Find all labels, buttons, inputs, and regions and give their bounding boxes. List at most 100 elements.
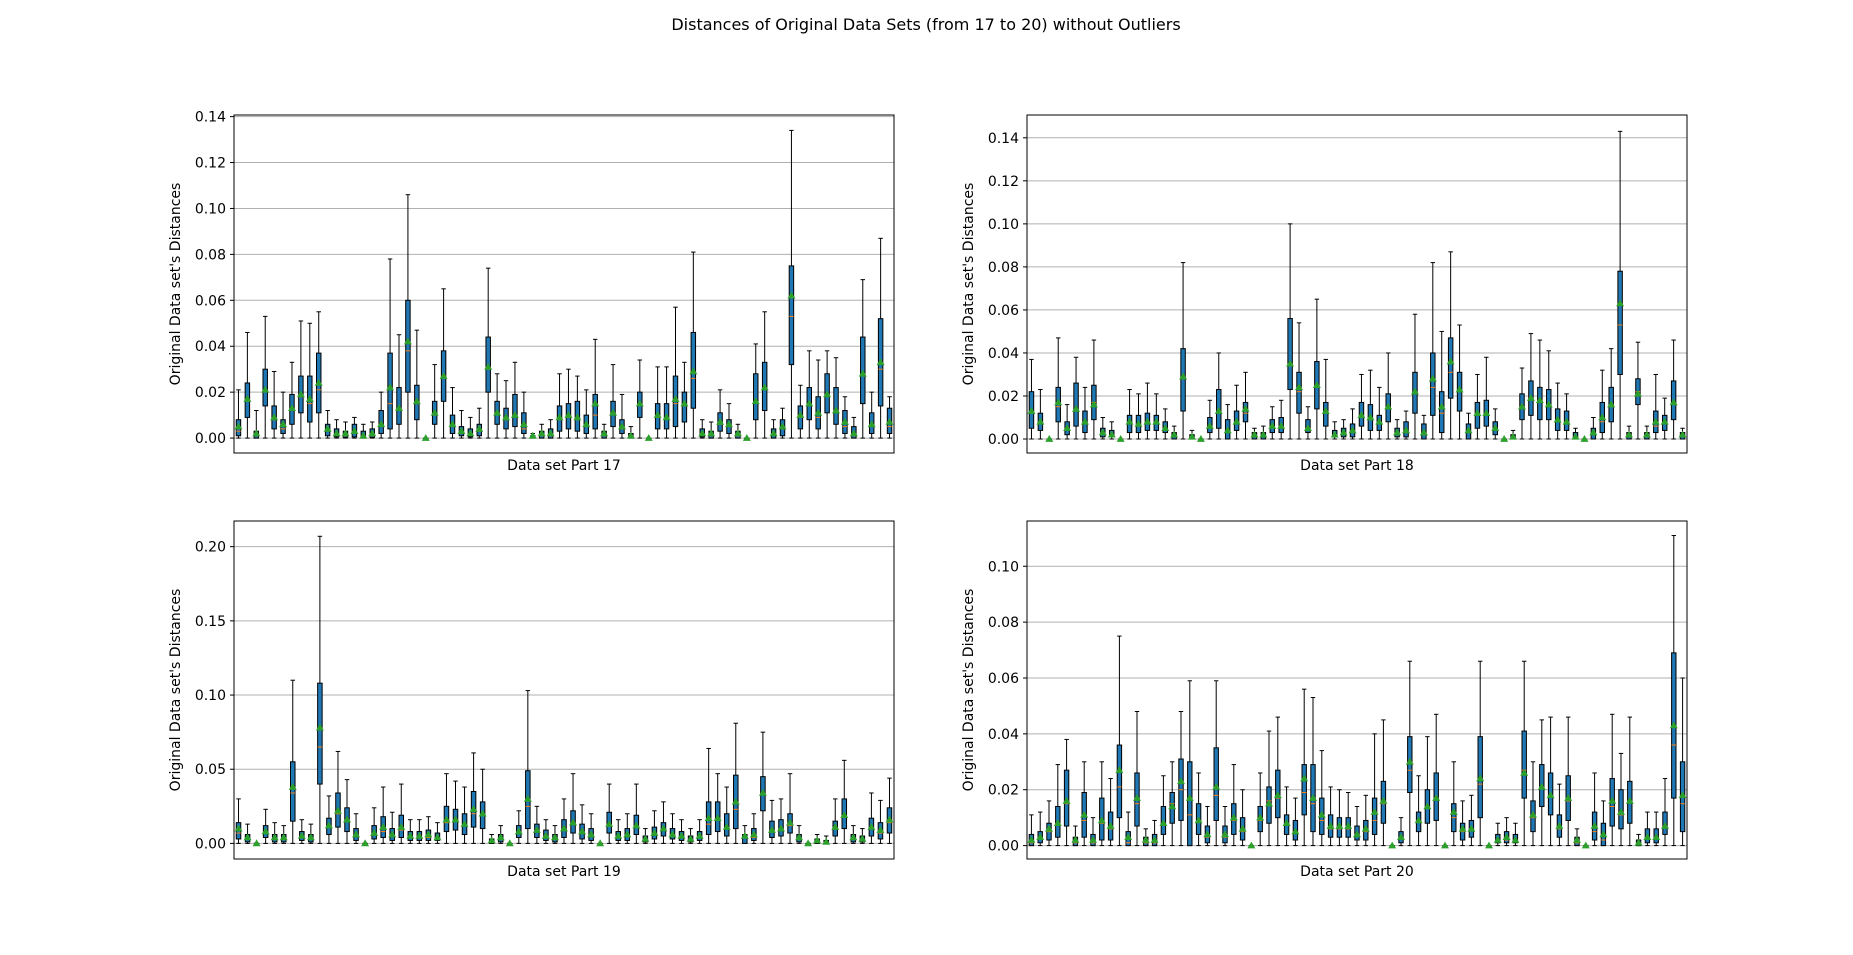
mean-marker [1599, 830, 1608, 838]
mean-marker [1194, 816, 1203, 824]
mean-marker [1455, 385, 1464, 393]
box-plot [1397, 817, 1405, 847]
box-plot [1537, 719, 1546, 847]
box-plot [600, 423, 609, 439]
mean-marker [1179, 372, 1188, 380]
mean-marker [725, 420, 733, 428]
mean-marker [1379, 796, 1388, 804]
y-axis-ticks: 0.00 0.02 0.04 0.06 0.08 0.10 0.12 0.14 [195, 110, 234, 447]
mean-marker [1303, 424, 1312, 432]
box-plot [1357, 373, 1366, 440]
box-plot [725, 403, 733, 439]
box-plot [1562, 393, 1571, 440]
mean-marker [635, 399, 644, 407]
mean-marker [1232, 417, 1241, 425]
mean-marker [296, 390, 305, 398]
mean-marker [596, 839, 605, 847]
box-plot [1446, 251, 1455, 440]
mean-marker [1241, 404, 1250, 412]
grid [1027, 137, 1687, 440]
box-plot [1661, 778, 1669, 847]
mean-marker [1300, 774, 1309, 782]
box-plot [1449, 761, 1458, 847]
y-tick-label: 0.14 [988, 131, 1019, 147]
mean-marker [609, 408, 618, 416]
box-plot [1633, 341, 1642, 440]
box-plot [1045, 800, 1053, 847]
box-plot [1273, 716, 1282, 847]
box-plot [1643, 811, 1652, 847]
mean-marker [1518, 402, 1526, 410]
grid [234, 116, 894, 439]
box-plot [379, 786, 388, 844]
box-plot [1473, 373, 1482, 440]
box-plot [573, 375, 582, 439]
mean-marker [1150, 836, 1159, 843]
mean-marker [662, 413, 671, 421]
box-plot [1526, 333, 1535, 440]
mean-marker [1546, 791, 1555, 799]
mean-marker [1141, 836, 1150, 843]
mean-marker [1277, 422, 1286, 429]
box-plot [1141, 828, 1150, 847]
box-plot [1608, 713, 1617, 847]
axes-frame [1026, 114, 1688, 454]
mean-marker [742, 434, 751, 441]
box-plot [1520, 660, 1529, 847]
box-plot [1625, 716, 1634, 847]
box-plot [287, 361, 296, 439]
iqr-box [317, 682, 323, 785]
mean-marker [1188, 432, 1196, 440]
mean-marker [1660, 417, 1669, 425]
box-plot [1428, 262, 1437, 440]
box-plot [1493, 822, 1502, 847]
mean-marker [412, 397, 421, 405]
y-tick-label: 0.00 [195, 431, 226, 447]
box-plot [439, 288, 448, 439]
box-series [1027, 535, 1687, 849]
mean-marker [614, 832, 623, 839]
box-plot [767, 799, 776, 844]
box-plot [451, 780, 460, 844]
box-plot [1268, 406, 1277, 440]
mean-marker [686, 834, 695, 842]
y-tick-label: 0.12 [988, 174, 1019, 190]
mean-marker [1520, 768, 1529, 776]
box-series [1027, 130, 1687, 442]
mean-marker [1491, 424, 1500, 432]
iqr-box [1180, 348, 1186, 412]
box-plot [858, 828, 867, 844]
box-plot [288, 679, 297, 844]
box-plot [849, 825, 858, 844]
mean-marker [885, 815, 894, 823]
box-plot [1339, 419, 1348, 440]
iqr-box [1242, 401, 1249, 423]
box-plot [617, 393, 626, 439]
mean-marker [555, 413, 564, 421]
mean-marker [1045, 435, 1054, 442]
mean-marker [1309, 794, 1317, 801]
box-plot [1303, 406, 1312, 440]
box-plot [1482, 356, 1491, 440]
y-tick-label: 0.02 [988, 783, 1019, 799]
box-plot [1555, 783, 1564, 847]
box-plot [858, 279, 867, 439]
box-plot [605, 783, 614, 844]
mean-marker [1238, 824, 1247, 832]
mean-marker [769, 429, 778, 437]
box-plot [537, 423, 546, 439]
box-plot [1309, 697, 1317, 847]
mean-marker [1414, 816, 1423, 824]
box-plot [885, 396, 894, 439]
box-plot [1634, 833, 1643, 847]
box-plot [1133, 711, 1141, 847]
mean-marker [731, 797, 740, 805]
box-plot [1590, 772, 1599, 847]
box-series [234, 129, 894, 441]
box-plot [333, 750, 342, 844]
box-plot [564, 368, 573, 439]
mean-marker [1053, 819, 1062, 827]
box-plot [469, 752, 478, 844]
box-plot [1598, 369, 1607, 440]
y-tick-label: 0.10 [195, 688, 226, 704]
